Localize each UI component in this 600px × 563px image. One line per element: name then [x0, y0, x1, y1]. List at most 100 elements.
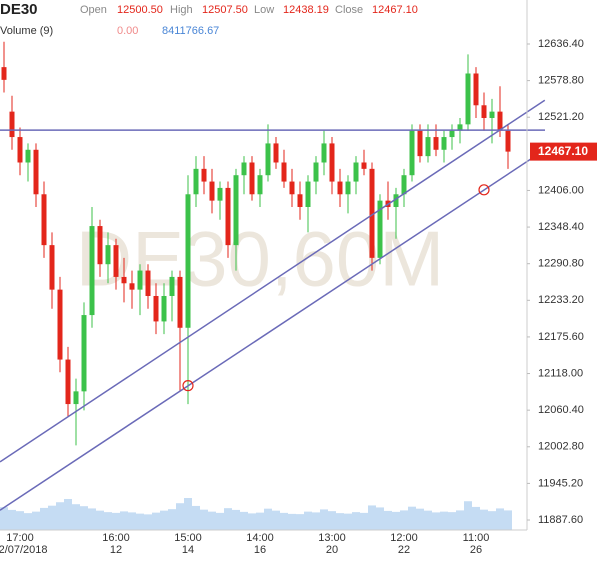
candle-body	[433, 137, 439, 150]
candle-body	[497, 111, 503, 131]
y-tick-label: 12578.80	[538, 75, 584, 87]
volume-bar	[360, 512, 368, 530]
x-tick-label: 16:00	[102, 532, 130, 544]
volume-bar	[8, 509, 16, 530]
volume-bar	[96, 510, 104, 530]
y-tick-label: 12521.20	[538, 111, 584, 123]
candle-body	[153, 295, 159, 322]
x-date-label: 20	[326, 544, 338, 556]
candle-body	[9, 111, 15, 138]
trendline	[0, 99, 546, 463]
volume-bar	[136, 513, 144, 530]
volume-bar	[216, 512, 224, 530]
volume-bar	[0, 507, 8, 530]
y-tick-label: 11945.20	[538, 477, 583, 489]
candle-body	[217, 187, 223, 201]
candle-body	[257, 175, 263, 195]
volume-bar	[376, 507, 384, 530]
x-date-label: 26	[470, 544, 482, 556]
value: 0.00	[117, 25, 138, 37]
candle-body	[337, 181, 343, 195]
volume-bar	[264, 508, 272, 530]
candle-body	[401, 175, 407, 195]
y-tick-label: 12175.60	[538, 331, 584, 343]
candle-body	[281, 162, 287, 182]
value: 12500.50	[117, 4, 163, 16]
volume-bar	[464, 501, 472, 530]
candle-body	[57, 289, 63, 360]
volume-bar	[440, 511, 448, 530]
value: 12438.19	[283, 4, 329, 16]
volume-bar	[128, 512, 136, 530]
candle-body	[185, 194, 191, 328]
value: 8411766.67	[162, 25, 219, 37]
candle-body	[233, 175, 239, 246]
volume-bar	[248, 513, 256, 530]
candle-body	[145, 270, 151, 296]
volume-bar	[456, 510, 464, 530]
y-tick-label: 12002.80	[538, 441, 584, 453]
candle-body	[129, 283, 135, 290]
label: Open	[80, 4, 107, 16]
candle-body	[193, 168, 199, 195]
candle-body	[169, 276, 175, 296]
candle-body	[177, 276, 183, 328]
candle-body	[417, 130, 423, 157]
volume-bar	[488, 511, 496, 530]
x-date-label: 16	[254, 544, 266, 556]
candle-body	[465, 73, 471, 125]
volume-bar	[496, 508, 504, 530]
candle-body	[241, 162, 247, 176]
volume-bar	[336, 513, 344, 530]
label: High	[170, 4, 193, 16]
candle-body	[361, 162, 367, 169]
y-tick-label: 12118.00	[538, 367, 583, 379]
x-date-label: 14	[182, 544, 194, 556]
candle-body	[97, 226, 103, 265]
volume-bar	[384, 510, 392, 530]
x-tick-label: 13:00	[318, 532, 346, 544]
volume-bar	[112, 512, 120, 530]
x-date-label: 12	[110, 544, 122, 556]
candle-body	[41, 194, 47, 246]
volume-bar	[424, 510, 432, 530]
volume-bar	[352, 512, 360, 530]
volume-bar	[280, 512, 288, 530]
trendline	[0, 149, 546, 511]
x-tick-label: 17:00	[6, 532, 34, 544]
candle-body	[265, 143, 271, 176]
y-tick-label: 12060.40	[538, 404, 584, 416]
volume-bar	[72, 504, 80, 530]
y-tick-label: 12406.00	[538, 184, 584, 196]
candle-body	[225, 187, 231, 246]
last-price-label: 12467.10	[538, 144, 588, 158]
label: Volume (9)	[0, 25, 53, 37]
volume-bar	[368, 505, 376, 530]
candle-body	[81, 315, 87, 392]
volume-bar	[192, 505, 200, 530]
volume-bar	[120, 511, 128, 530]
candle-body	[305, 181, 311, 207]
x-date-label: 22	[398, 544, 410, 556]
volume-bar	[312, 512, 320, 530]
x-tick-label: 11:00	[463, 532, 490, 544]
y-tick-label: 12233.20	[538, 294, 584, 306]
candle-body	[33, 149, 39, 195]
candle-body	[345, 181, 351, 195]
candle-body	[25, 149, 31, 163]
candle-body	[105, 245, 111, 265]
volume-bar	[288, 513, 296, 530]
volume-bar	[56, 502, 64, 530]
candle-body	[89, 226, 95, 316]
y-tick-label: 12348.40	[538, 221, 584, 233]
candle-body	[65, 359, 71, 405]
volume-bar	[80, 506, 88, 530]
plot-area	[0, 41, 546, 530]
candle-body	[201, 168, 207, 182]
candle-body	[17, 137, 23, 163]
candle-body	[481, 105, 487, 118]
volume-bar	[240, 511, 248, 530]
candle-body	[249, 162, 255, 195]
label: Close	[335, 4, 363, 16]
volume-bar	[144, 514, 152, 530]
